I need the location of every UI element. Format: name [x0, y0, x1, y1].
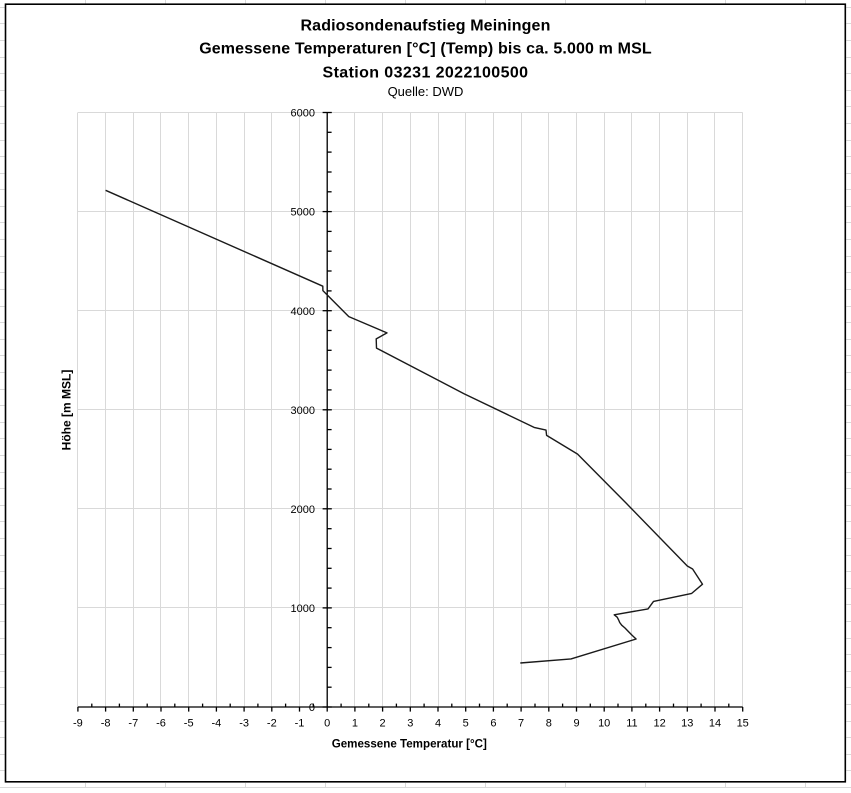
- svg-text:1: 1: [352, 718, 358, 730]
- svg-text:14: 14: [709, 718, 721, 730]
- svg-text:Radiosondenaufstieg Meiningen: Radiosondenaufstieg Meiningen: [300, 18, 550, 35]
- svg-text:2000: 2000: [291, 504, 315, 516]
- svg-text:4000: 4000: [291, 306, 315, 318]
- svg-text:3000: 3000: [291, 405, 315, 417]
- svg-text:Quelle: DWD: Quelle: DWD: [388, 84, 464, 99]
- svg-text:-7: -7: [128, 718, 138, 730]
- svg-text:-5: -5: [184, 718, 194, 730]
- svg-text:Gemessene Temperatur [°C]: Gemessene Temperatur [°C]: [332, 738, 487, 751]
- svg-text:-6: -6: [156, 718, 166, 730]
- svg-text:4: 4: [435, 718, 441, 730]
- svg-text:0: 0: [309, 702, 315, 714]
- svg-text:-9: -9: [73, 718, 83, 730]
- svg-text:-4: -4: [212, 718, 222, 730]
- svg-text:Station 03231 2022100500: Station 03231 2022100500: [323, 65, 529, 82]
- svg-text:15: 15: [737, 718, 749, 730]
- svg-text:2: 2: [380, 718, 386, 730]
- svg-text:-8: -8: [101, 718, 111, 730]
- svg-text:10: 10: [598, 718, 610, 730]
- svg-text:5: 5: [463, 718, 469, 730]
- svg-text:1000: 1000: [291, 603, 315, 615]
- svg-text:-2: -2: [267, 718, 277, 730]
- svg-text:8: 8: [546, 718, 552, 730]
- svg-text:6000: 6000: [291, 108, 315, 120]
- svg-text:12: 12: [653, 718, 665, 730]
- svg-text:6: 6: [490, 718, 496, 730]
- svg-text:0: 0: [324, 718, 330, 730]
- svg-text:Gemessene Temperaturen [°C] (T: Gemessene Temperaturen [°C] (Temp) bis c…: [199, 41, 652, 58]
- svg-text:5000: 5000: [291, 207, 315, 219]
- svg-text:13: 13: [681, 718, 693, 730]
- svg-text:-3: -3: [239, 718, 249, 730]
- svg-text:11: 11: [626, 718, 637, 730]
- svg-text:3: 3: [407, 718, 413, 730]
- svg-text:7: 7: [518, 718, 524, 730]
- svg-text:Höhe [m MSL]: Höhe [m MSL]: [60, 370, 74, 451]
- svg-text:9: 9: [573, 718, 579, 730]
- svg-text:-1: -1: [295, 718, 305, 730]
